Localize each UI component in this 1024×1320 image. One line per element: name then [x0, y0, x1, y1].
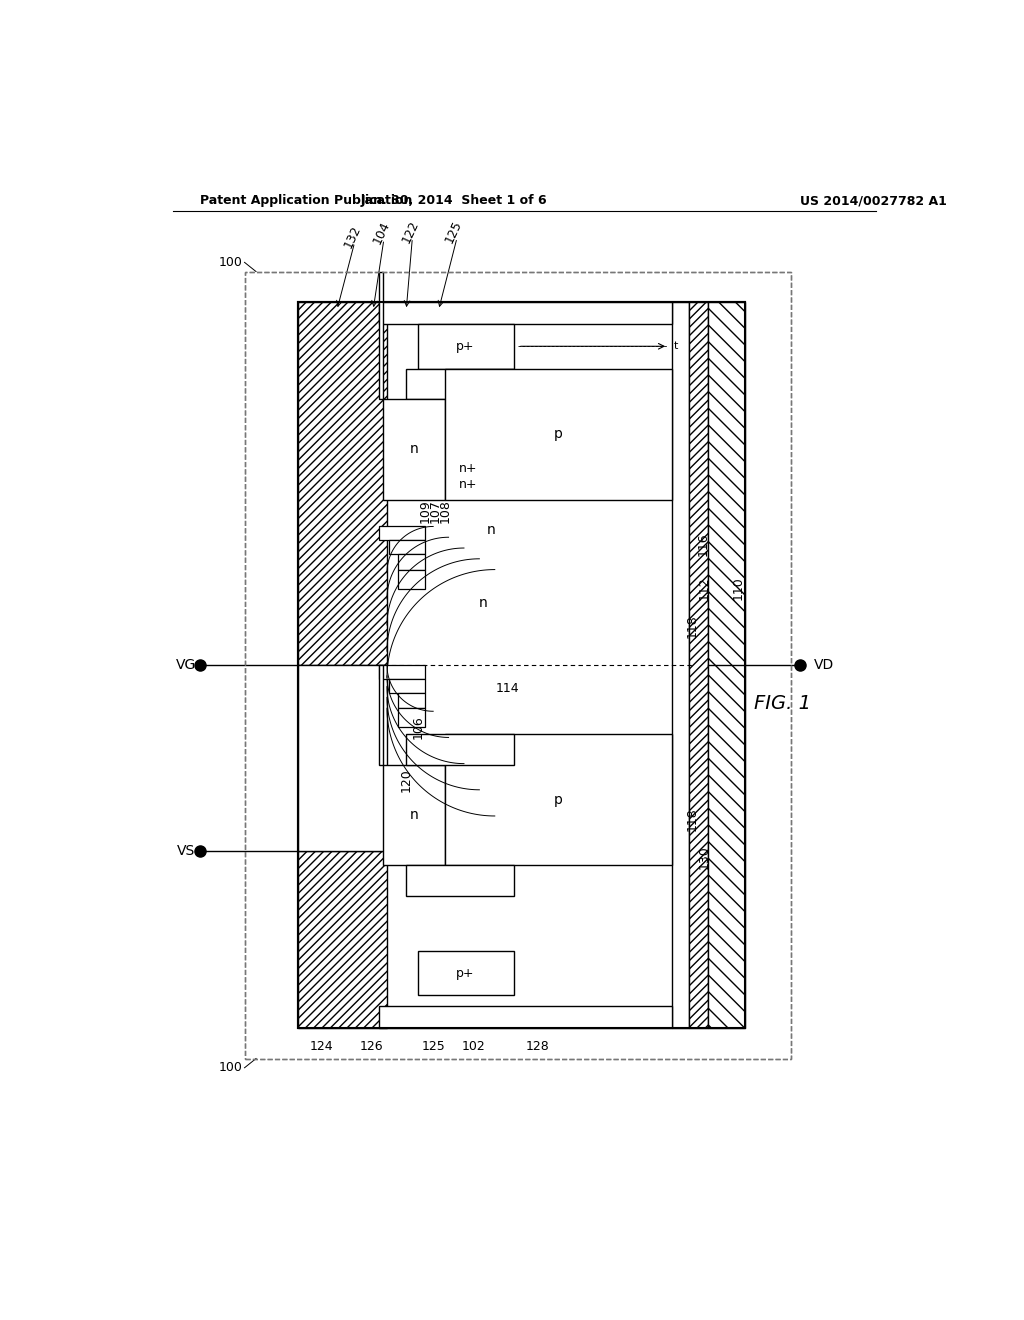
- Text: 118: 118: [685, 808, 698, 830]
- Bar: [245, 272, 792, 1059]
- Bar: [407, 734, 514, 766]
- Text: 106: 106: [412, 715, 424, 738]
- Bar: [418, 323, 514, 368]
- Bar: [298, 302, 745, 1028]
- Text: 104: 104: [371, 219, 392, 247]
- Text: 100: 100: [218, 1061, 243, 1074]
- Text: 108: 108: [438, 499, 452, 523]
- Text: 125: 125: [443, 218, 465, 246]
- Text: n+: n+: [459, 462, 477, 475]
- Text: n+: n+: [459, 478, 477, 491]
- Text: 102: 102: [462, 1040, 485, 1053]
- Text: 100: 100: [218, 256, 243, 269]
- Text: VD: VD: [814, 659, 835, 672]
- Bar: [672, 302, 689, 1028]
- Bar: [383, 400, 444, 499]
- Text: n: n: [486, 523, 496, 537]
- Bar: [444, 734, 672, 866]
- Text: 110: 110: [731, 577, 744, 599]
- Bar: [379, 527, 425, 540]
- Text: 128: 128: [525, 1040, 549, 1053]
- Bar: [298, 302, 745, 1028]
- Bar: [379, 302, 672, 323]
- Text: 130: 130: [697, 846, 711, 870]
- Bar: [407, 368, 514, 400]
- Text: FIG. 1: FIG. 1: [755, 694, 811, 713]
- Text: 120: 120: [399, 768, 413, 792]
- Bar: [689, 302, 708, 1028]
- Text: 126: 126: [359, 1040, 383, 1053]
- Text: 118: 118: [685, 615, 698, 639]
- Bar: [388, 540, 425, 554]
- Text: n: n: [410, 442, 418, 457]
- Text: n: n: [410, 808, 418, 822]
- Bar: [418, 950, 514, 995]
- Text: 116: 116: [697, 532, 710, 556]
- Bar: [245, 272, 792, 1059]
- Text: 109: 109: [419, 499, 432, 523]
- Bar: [379, 665, 425, 678]
- Bar: [407, 866, 514, 896]
- Text: p+: p+: [457, 339, 475, 352]
- Text: 132: 132: [341, 223, 364, 251]
- Text: VG: VG: [176, 659, 197, 672]
- Text: 122: 122: [399, 218, 421, 246]
- Text: US 2014/0027782 A1: US 2014/0027782 A1: [801, 194, 947, 207]
- Bar: [379, 272, 383, 400]
- Text: p: p: [554, 793, 562, 807]
- Bar: [708, 302, 745, 1028]
- Text: n: n: [479, 597, 487, 610]
- Text: t: t: [674, 342, 678, 351]
- Bar: [397, 554, 425, 570]
- Text: 107: 107: [429, 499, 442, 523]
- Bar: [379, 665, 383, 766]
- Bar: [397, 708, 425, 727]
- Bar: [379, 1006, 672, 1028]
- Text: 112: 112: [697, 577, 711, 599]
- Bar: [298, 665, 387, 850]
- Text: 125: 125: [421, 1040, 445, 1053]
- Text: Patent Application Publication: Patent Application Publication: [200, 194, 413, 207]
- Text: VS: VS: [177, 843, 196, 858]
- Bar: [298, 850, 387, 1028]
- Text: p+: p+: [457, 966, 475, 979]
- Bar: [397, 693, 425, 708]
- Text: p: p: [554, 428, 562, 441]
- Bar: [444, 368, 672, 499]
- Bar: [388, 678, 425, 693]
- Bar: [298, 302, 387, 665]
- Bar: [383, 766, 444, 866]
- Text: 114: 114: [496, 681, 519, 694]
- Bar: [397, 570, 425, 589]
- Text: 124: 124: [309, 1040, 334, 1053]
- Text: Jan. 30, 2014  Sheet 1 of 6: Jan. 30, 2014 Sheet 1 of 6: [360, 194, 547, 207]
